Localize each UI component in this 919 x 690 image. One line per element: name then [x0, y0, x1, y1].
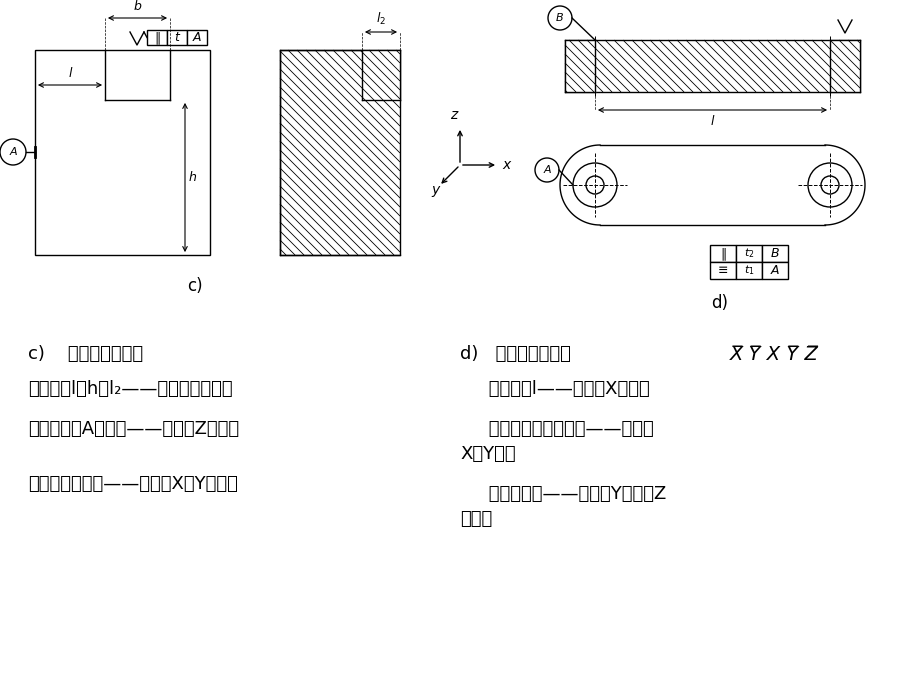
- Text: h: h: [188, 171, 197, 184]
- Text: $t_2$: $t_2$: [743, 246, 754, 260]
- Text: l: l: [68, 67, 72, 80]
- Text: c): c): [187, 277, 202, 295]
- Text: X，Y转动: X，Y转动: [460, 445, 515, 463]
- Text: 转动；: 转动；: [460, 510, 492, 528]
- Text: z: z: [449, 108, 457, 122]
- Text: $l_2$: $l_2$: [376, 11, 386, 27]
- Text: A: A: [193, 31, 201, 44]
- Text: l: l: [710, 115, 713, 128]
- Circle shape: [0, 139, 26, 165]
- Text: c)    限制六个自由度: c) 限制六个自由度: [28, 345, 143, 363]
- Bar: [564, 40, 595, 92]
- Text: 保证与左孔的平行度——限制绕: 保证与左孔的平行度——限制绕: [460, 420, 653, 438]
- Bar: [361, 50, 400, 100]
- Text: X̅ Y̅ X Y̅ Z̅: X̅ Y̅ X Y̅ Z̅: [729, 345, 818, 364]
- Circle shape: [820, 176, 838, 194]
- Text: B: B: [770, 247, 778, 260]
- Bar: [735, 245, 761, 262]
- Text: A: A: [9, 147, 17, 157]
- Bar: [167, 30, 187, 45]
- Text: d)   限制五个自由度: d) 限制五个自由度: [460, 345, 571, 363]
- Text: A: A: [770, 264, 778, 277]
- Bar: [147, 30, 167, 45]
- Text: 保证对称度——限制沿Y移动和Z: 保证对称度——限制沿Y移动和Z: [460, 485, 665, 503]
- Bar: [709, 262, 735, 279]
- Bar: [735, 262, 761, 279]
- Circle shape: [535, 158, 559, 182]
- Bar: [279, 50, 400, 255]
- Text: t: t: [175, 31, 179, 44]
- Text: $t_1$: $t_1$: [743, 264, 754, 277]
- Circle shape: [573, 163, 617, 207]
- Text: 保证尺寸l——限制沿X移动；: 保证尺寸l——限制沿X移动；: [460, 380, 649, 398]
- Text: 保证与基准A平行度——限制绕Z转动。: 保证与基准A平行度——限制绕Z转动。: [28, 420, 239, 438]
- Text: ∥: ∥: [153, 31, 160, 44]
- Bar: [761, 262, 788, 279]
- Bar: [709, 245, 735, 262]
- Circle shape: [807, 163, 851, 207]
- Text: A: A: [542, 165, 550, 175]
- Bar: [829, 40, 859, 92]
- Text: b: b: [133, 0, 142, 13]
- Text: 保证与底面平行——限制绕X，Y转动。: 保证与底面平行——限制绕X，Y转动。: [28, 475, 238, 493]
- Text: B: B: [556, 13, 563, 23]
- Text: ∥: ∥: [719, 247, 725, 260]
- Text: ≡: ≡: [717, 264, 728, 277]
- Bar: [761, 245, 788, 262]
- Circle shape: [548, 6, 572, 30]
- Text: 保证尺寸l，h，l₂——限制三个移动；: 保证尺寸l，h，l₂——限制三个移动；: [28, 380, 233, 398]
- Bar: [35, 50, 210, 255]
- Text: x: x: [502, 158, 510, 172]
- Text: y: y: [431, 183, 439, 197]
- Circle shape: [585, 176, 604, 194]
- Bar: [564, 40, 859, 92]
- Bar: [187, 30, 207, 45]
- Text: d): d): [710, 294, 728, 312]
